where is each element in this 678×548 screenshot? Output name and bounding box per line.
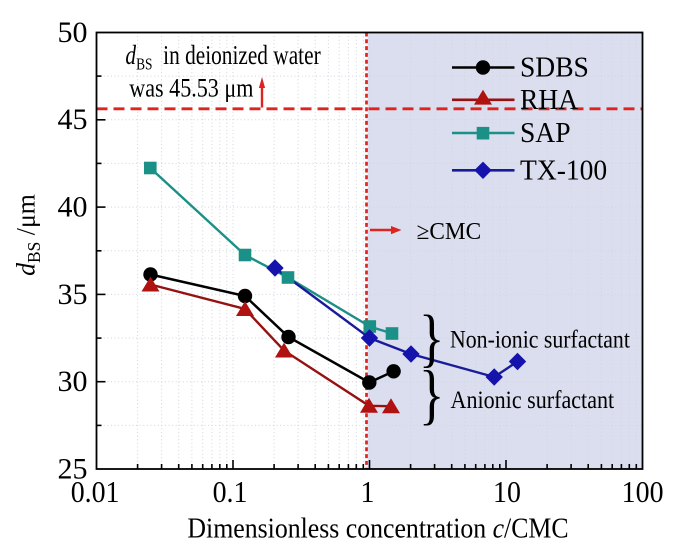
svg-text:1: 1 (361, 476, 375, 510)
svg-text:0.01: 0.01 (71, 476, 120, 510)
svg-text:SAP: SAP (520, 118, 571, 150)
svg-text:SDBS: SDBS (520, 52, 589, 84)
svg-text:50: 50 (58, 16, 88, 49)
svg-text:}: } (419, 358, 445, 432)
svg-text:35: 35 (58, 278, 88, 311)
svg-text:100: 100 (622, 476, 664, 510)
svg-text:25: 25 (58, 452, 88, 485)
svg-text:Anionic surfactant: Anionic surfactant (451, 387, 615, 415)
svg-text:40: 40 (58, 191, 88, 224)
svg-text:TX-100: TX-100 (520, 155, 607, 187)
svg-text:Non-ionic surfactant: Non-ionic surfactant (450, 326, 630, 354)
svg-text:0.1: 0.1 (213, 476, 248, 510)
svg-text:dBS /μm: dBS /μm (11, 194, 44, 276)
svg-text:dBS in deionized water: dBS in deionized water (125, 41, 320, 74)
svg-text:was 45.53 μm: was 45.53 μm (129, 75, 253, 103)
svg-text:Dimensionless concentration c/: Dimensionless concentration c/CMC (187, 512, 568, 543)
svg-text:30: 30 (58, 365, 88, 398)
svg-text:≥CMC: ≥CMC (417, 219, 481, 245)
svg-text:}: } (419, 301, 445, 373)
svg-text:10: 10 (493, 476, 521, 510)
svg-text:45: 45 (58, 103, 88, 136)
svg-text:RHA: RHA (520, 84, 579, 116)
